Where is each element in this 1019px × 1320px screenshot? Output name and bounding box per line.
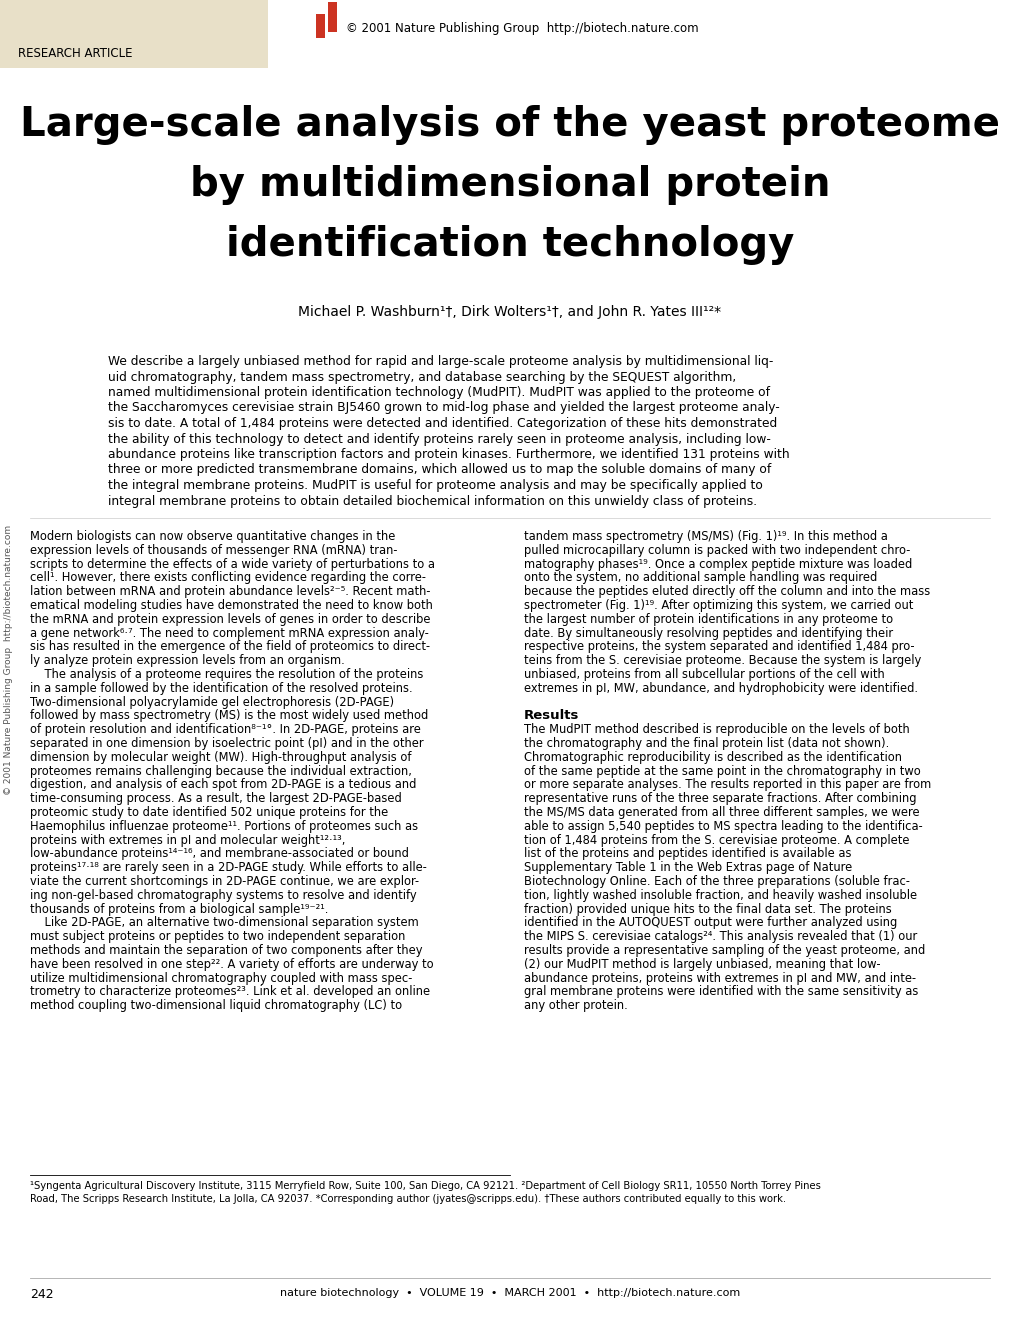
Text: three or more predicted transmembrane domains, which allowed us to map the solub: three or more predicted transmembrane do… — [108, 463, 770, 477]
Text: proteins with extremes in pI and molecular weight¹²·¹³,: proteins with extremes in pI and molecul… — [30, 834, 345, 846]
Text: proteomic study to date identified 502 unique proteins for the: proteomic study to date identified 502 u… — [30, 807, 388, 818]
Text: the MIPS S. cerevisiae catalogs²⁴. This analysis revealed that (1) our: the MIPS S. cerevisiae catalogs²⁴. This … — [524, 931, 916, 944]
Text: by multidimensional protein: by multidimensional protein — [190, 165, 829, 205]
Text: the mRNA and protein expression levels of genes in order to describe: the mRNA and protein expression levels o… — [30, 612, 430, 626]
Text: low-abundance proteins¹⁴⁻¹⁶, and membrane-associated or bound: low-abundance proteins¹⁴⁻¹⁶, and membran… — [30, 847, 409, 861]
Text: the MS/MS data generated from all three different samples, we were: the MS/MS data generated from all three … — [524, 807, 919, 818]
Text: integral membrane proteins to obtain detailed biochemical information on this un: integral membrane proteins to obtain det… — [108, 495, 756, 507]
Text: scripts to determine the effects of a wide variety of perturbations to a: scripts to determine the effects of a wi… — [30, 557, 434, 570]
Text: © 2001 Nature Publishing Group  http://biotech.nature.com: © 2001 Nature Publishing Group http://bi… — [345, 22, 698, 36]
Text: tandem mass spectrometry (MS/MS) (Fig. 1)¹⁹. In this method a: tandem mass spectrometry (MS/MS) (Fig. 1… — [524, 531, 887, 543]
Text: representative runs of the three separate fractions. After combining: representative runs of the three separat… — [524, 792, 916, 805]
Text: Two-dimensional polyacrylamide gel electrophoresis (2D-PAGE): Two-dimensional polyacrylamide gel elect… — [30, 696, 393, 709]
Text: tion, lightly washed insoluble fraction, and heavily washed insoluble: tion, lightly washed insoluble fraction,… — [524, 888, 916, 902]
Bar — [0, 0, 268, 69]
Text: method coupling two-dimensional liquid chromatography (LC) to: method coupling two-dimensional liquid c… — [30, 999, 401, 1012]
Text: in a sample followed by the identification of the resolved proteins.: in a sample followed by the identificati… — [30, 682, 413, 694]
Text: have been resolved in one step²². A variety of efforts are underway to: have been resolved in one step²². A vari… — [30, 958, 433, 970]
Text: The analysis of a proteome requires the resolution of the proteins: The analysis of a proteome requires the … — [30, 668, 423, 681]
Text: 242: 242 — [30, 1288, 54, 1302]
Text: proteins¹⁷·¹⁸ are rarely seen in a 2D-PAGE study. While efforts to alle-: proteins¹⁷·¹⁸ are rarely seen in a 2D-PA… — [30, 861, 427, 874]
Text: tion of 1,484 proteins from the S. cerevisiae proteome. A complete: tion of 1,484 proteins from the S. cerev… — [524, 834, 909, 846]
Text: uid chromatography, tandem mass spectrometry, and database searching by the SEQU: uid chromatography, tandem mass spectrom… — [108, 371, 736, 384]
Text: gral membrane proteins were identified with the same sensitivity as: gral membrane proteins were identified w… — [524, 986, 917, 998]
Text: trometry to characterize proteomes²³. Link et al. developed an online: trometry to characterize proteomes²³. Li… — [30, 986, 430, 998]
Text: Like 2D-PAGE, an alternative two-dimensional separation system: Like 2D-PAGE, an alternative two-dimensi… — [30, 916, 419, 929]
Text: because the peptides eluted directly off the column and into the mass: because the peptides eluted directly off… — [524, 585, 929, 598]
Text: or more separate analyses. The results reported in this paper are from: or more separate analyses. The results r… — [524, 779, 930, 792]
Text: ¹Syngenta Agricultural Discovery Institute, 3115 Merryfield Row, Suite 100, San : ¹Syngenta Agricultural Discovery Institu… — [30, 1181, 820, 1191]
Text: the ability of this technology to detect and identify proteins rarely seen in pr: the ability of this technology to detect… — [108, 433, 770, 446]
Text: teins from the S. cerevisiae proteome. Because the system is largely: teins from the S. cerevisiae proteome. B… — [524, 655, 920, 667]
Text: proteomes remains challenging because the individual extraction,: proteomes remains challenging because th… — [30, 764, 412, 777]
Text: ly analyze protein expression levels from an organism.: ly analyze protein expression levels fro… — [30, 655, 344, 667]
Text: respective proteins, the system separated and identified 1,484 pro-: respective proteins, the system separate… — [524, 640, 914, 653]
Text: sis has resulted in the emergence of the field of proteomics to direct-: sis has resulted in the emergence of the… — [30, 640, 430, 653]
Text: Biotechnology Online. Each of the three preparations (soluble frac-: Biotechnology Online. Each of the three … — [524, 875, 909, 888]
Text: a gene network⁶·⁷. The need to complement mRNA expression analy-: a gene network⁶·⁷. The need to complemen… — [30, 627, 428, 640]
Text: nature biotechnology  •  VOLUME 19  •  MARCH 2001  •  http://biotech.nature.com: nature biotechnology • VOLUME 19 • MARCH… — [279, 1288, 740, 1298]
Text: ematical modeling studies have demonstrated the need to know both: ematical modeling studies have demonstra… — [30, 599, 432, 612]
Text: the largest number of protein identifications in any proteome to: the largest number of protein identifica… — [524, 612, 893, 626]
Text: extremes in pI, MW, abundance, and hydrophobicity were identified.: extremes in pI, MW, abundance, and hydro… — [524, 682, 917, 694]
Text: able to assign 5,540 peptides to MS spectra leading to the identifica-: able to assign 5,540 peptides to MS spec… — [524, 820, 922, 833]
Text: onto the system, no additional sample handling was required: onto the system, no additional sample ha… — [524, 572, 876, 585]
Text: time-consuming process. As a result, the largest 2D-PAGE-based: time-consuming process. As a result, the… — [30, 792, 401, 805]
Text: Chromatographic reproducibility is described as the identification: Chromatographic reproducibility is descr… — [524, 751, 901, 764]
Text: separated in one dimension by isoelectric point (pI) and in the other: separated in one dimension by isoelectri… — [30, 737, 423, 750]
Text: fraction) provided unique hits to the final data set. The proteins: fraction) provided unique hits to the fi… — [524, 903, 891, 916]
Text: ing non-gel-based chromatography systems to resolve and identify: ing non-gel-based chromatography systems… — [30, 888, 416, 902]
Text: matography phases¹⁹. Once a complex peptide mixture was loaded: matography phases¹⁹. Once a complex pept… — [524, 557, 911, 570]
Text: Haemophilus influenzae proteome¹¹. Portions of proteomes such as: Haemophilus influenzae proteome¹¹. Porti… — [30, 820, 418, 833]
Text: lation between mRNA and protein abundance levels²⁻⁵. Recent math-: lation between mRNA and protein abundanc… — [30, 585, 430, 598]
Text: © 2001 Nature Publishing Group  http://biotech.nature.com: © 2001 Nature Publishing Group http://bi… — [4, 525, 13, 795]
Text: We describe a largely unbiased method for rapid and large-scale proteome analysi: We describe a largely unbiased method fo… — [108, 355, 772, 368]
Text: the integral membrane proteins. MudPIT is useful for proteome analysis and may b: the integral membrane proteins. MudPIT i… — [108, 479, 762, 492]
Bar — [316, 15, 325, 38]
Text: of protein resolution and identification⁸⁻¹°. In 2D-PAGE, proteins are: of protein resolution and identification… — [30, 723, 421, 737]
Text: The MudPIT method described is reproducible on the levels of both: The MudPIT method described is reproduci… — [524, 723, 909, 737]
Text: Michael P. Washburn¹†, Dirk Wolters¹†, and John R. Yates III¹²*: Michael P. Washburn¹†, Dirk Wolters¹†, a… — [299, 305, 720, 319]
Text: sis to date. A total of 1,484 proteins were detected and identified. Categorizat: sis to date. A total of 1,484 proteins w… — [108, 417, 776, 430]
Text: Supplementary Table 1 in the Web Extras page of Nature: Supplementary Table 1 in the Web Extras … — [524, 861, 852, 874]
Text: of the same peptide at the same point in the chromatography in two: of the same peptide at the same point in… — [524, 764, 920, 777]
Text: list of the proteins and peptides identified is available as: list of the proteins and peptides identi… — [524, 847, 851, 861]
Text: any other protein.: any other protein. — [524, 999, 627, 1012]
Text: identification technology: identification technology — [225, 224, 794, 265]
Text: named multidimensional protein identification technology (MudPIT). MudPIT was ap: named multidimensional protein identific… — [108, 385, 769, 399]
Text: expression levels of thousands of messenger RNA (mRNA) tran-: expression levels of thousands of messen… — [30, 544, 397, 557]
Text: must subject proteins or peptides to two independent separation: must subject proteins or peptides to two… — [30, 931, 405, 944]
Text: the chromatography and the final protein list (data not shown).: the chromatography and the final protein… — [524, 737, 889, 750]
Text: spectrometer (Fig. 1)¹⁹. After optimizing this system, we carried out: spectrometer (Fig. 1)¹⁹. After optimizin… — [524, 599, 912, 612]
Text: (2) our MudPIT method is largely unbiased, meaning that low-: (2) our MudPIT method is largely unbiase… — [524, 958, 879, 970]
Text: Modern biologists can now observe quantitative changes in the: Modern biologists can now observe quanti… — [30, 531, 395, 543]
Text: utilize multidimensional chromatography coupled with mass spec-: utilize multidimensional chromatography … — [30, 972, 412, 985]
Text: Road, The Scripps Research Institute, La Jolla, CA 92037. *Corresponding author : Road, The Scripps Research Institute, La… — [30, 1195, 786, 1204]
Text: abundance proteins like transcription factors and protein kinases. Furthermore, : abundance proteins like transcription fa… — [108, 447, 789, 461]
Text: followed by mass spectrometry (MS) is the most widely used method: followed by mass spectrometry (MS) is th… — [30, 709, 428, 722]
Text: Results: Results — [524, 709, 579, 722]
Text: Large-scale analysis of the yeast proteome: Large-scale analysis of the yeast proteo… — [20, 106, 999, 145]
Text: identified in the AUTOQUEST output were further analyzed using: identified in the AUTOQUEST output were … — [524, 916, 897, 929]
Text: cell¹. However, there exists conflicting evidence regarding the corre-: cell¹. However, there exists conflicting… — [30, 572, 426, 585]
Text: digestion, and analysis of each spot from 2D-PAGE is a tedious and: digestion, and analysis of each spot fro… — [30, 779, 416, 792]
Text: pulled microcapillary column is packed with two independent chro-: pulled microcapillary column is packed w… — [524, 544, 910, 557]
Text: abundance proteins, proteins with extremes in pI and MW, and inte-: abundance proteins, proteins with extrem… — [524, 972, 915, 985]
Text: RESEARCH ARTICLE: RESEARCH ARTICLE — [18, 48, 132, 59]
Text: thousands of proteins from a biological sample¹⁹⁻²¹.: thousands of proteins from a biological … — [30, 903, 328, 916]
Text: dimension by molecular weight (MW). High-throughput analysis of: dimension by molecular weight (MW). High… — [30, 751, 411, 764]
Text: unbiased, proteins from all subcellular portions of the cell with: unbiased, proteins from all subcellular … — [524, 668, 883, 681]
Text: methods and maintain the separation of two components after they: methods and maintain the separation of t… — [30, 944, 422, 957]
Bar — [328, 3, 336, 32]
Text: viate the current shortcomings in 2D-PAGE continue, we are explor-: viate the current shortcomings in 2D-PAG… — [30, 875, 419, 888]
Text: date. By simultaneously resolving peptides and identifying their: date. By simultaneously resolving peptid… — [524, 627, 893, 640]
Text: the Saccharomyces cerevisiae strain BJ5460 grown to mid-log phase and yielded th: the Saccharomyces cerevisiae strain BJ54… — [108, 401, 779, 414]
Text: results provide a representative sampling of the yeast proteome, and: results provide a representative samplin… — [524, 944, 924, 957]
